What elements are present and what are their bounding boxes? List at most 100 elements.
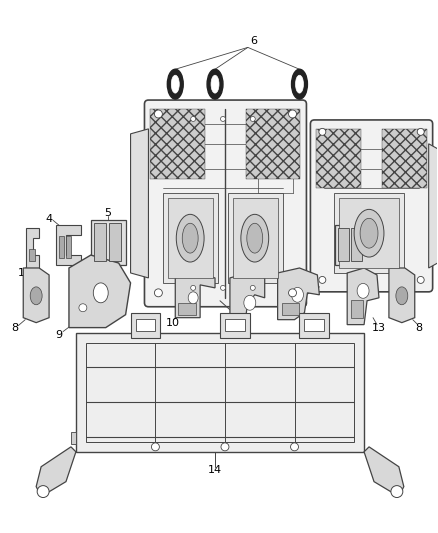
Ellipse shape: [296, 75, 304, 93]
Text: 9: 9: [56, 329, 63, 340]
Ellipse shape: [93, 283, 108, 303]
Polygon shape: [131, 129, 148, 278]
FancyBboxPatch shape: [145, 100, 307, 307]
Text: 10: 10: [166, 318, 180, 328]
Bar: [382, 129, 427, 189]
Ellipse shape: [250, 285, 255, 290]
Ellipse shape: [188, 292, 198, 304]
Ellipse shape: [155, 110, 162, 118]
Ellipse shape: [171, 75, 179, 93]
Text: 6: 6: [250, 36, 257, 46]
Ellipse shape: [354, 209, 384, 257]
Polygon shape: [230, 273, 265, 322]
Ellipse shape: [182, 223, 198, 253]
Ellipse shape: [176, 214, 204, 262]
Polygon shape: [347, 268, 379, 325]
Ellipse shape: [191, 116, 196, 122]
Polygon shape: [71, 432, 76, 444]
Ellipse shape: [191, 285, 196, 290]
Ellipse shape: [207, 69, 223, 99]
Text: 1: 1: [18, 268, 25, 278]
Text: 4: 4: [46, 214, 53, 224]
Ellipse shape: [241, 214, 268, 262]
Bar: [225, 319, 245, 330]
Ellipse shape: [391, 486, 403, 497]
Ellipse shape: [417, 128, 424, 135]
Ellipse shape: [152, 443, 159, 451]
Bar: [168, 198, 213, 278]
Bar: [86, 343, 354, 442]
Ellipse shape: [221, 443, 229, 451]
Polygon shape: [372, 231, 392, 261]
Polygon shape: [69, 255, 131, 328]
Polygon shape: [335, 225, 364, 265]
Ellipse shape: [292, 287, 304, 302]
Text: 14: 14: [208, 465, 222, 475]
Bar: [338, 228, 349, 261]
Polygon shape: [91, 220, 126, 265]
Bar: [300, 313, 329, 337]
Ellipse shape: [30, 287, 42, 305]
Bar: [304, 319, 324, 330]
Polygon shape: [389, 268, 415, 322]
Bar: [246, 109, 300, 179]
Bar: [339, 198, 399, 268]
Bar: [59, 236, 64, 258]
Ellipse shape: [220, 116, 226, 122]
Polygon shape: [26, 228, 39, 268]
Ellipse shape: [250, 116, 255, 122]
Bar: [282, 303, 300, 314]
Polygon shape: [429, 144, 438, 268]
Ellipse shape: [155, 289, 162, 297]
Bar: [109, 223, 120, 261]
Bar: [29, 249, 35, 261]
Ellipse shape: [417, 277, 424, 284]
Text: 5: 5: [342, 211, 349, 221]
Text: 13: 13: [372, 322, 386, 333]
Ellipse shape: [247, 223, 263, 253]
Ellipse shape: [357, 284, 369, 298]
Bar: [334, 193, 404, 273]
Ellipse shape: [211, 75, 219, 93]
Bar: [66, 236, 71, 258]
Polygon shape: [278, 268, 319, 320]
Polygon shape: [76, 333, 364, 452]
Text: 11: 11: [292, 294, 305, 304]
Text: 7: 7: [231, 308, 238, 318]
Bar: [150, 109, 205, 179]
Bar: [351, 300, 363, 318]
Bar: [228, 193, 283, 283]
Ellipse shape: [79, 304, 87, 312]
Ellipse shape: [289, 110, 297, 118]
Text: 8: 8: [12, 322, 19, 333]
Bar: [135, 319, 155, 330]
Ellipse shape: [167, 69, 183, 99]
Polygon shape: [36, 447, 76, 497]
Ellipse shape: [220, 285, 226, 290]
Polygon shape: [56, 225, 81, 265]
Bar: [351, 228, 362, 261]
Polygon shape: [23, 268, 49, 322]
FancyBboxPatch shape: [311, 120, 433, 292]
Bar: [94, 223, 106, 261]
Text: 5: 5: [104, 208, 111, 219]
Ellipse shape: [360, 219, 378, 248]
Ellipse shape: [290, 443, 298, 451]
Bar: [220, 313, 250, 337]
Ellipse shape: [37, 486, 49, 497]
Text: 12: 12: [307, 320, 321, 329]
Ellipse shape: [292, 69, 307, 99]
Text: 8: 8: [415, 322, 422, 333]
Polygon shape: [175, 273, 215, 318]
Ellipse shape: [289, 289, 297, 297]
Bar: [163, 193, 218, 283]
Polygon shape: [364, 447, 404, 497]
Ellipse shape: [319, 128, 326, 135]
Bar: [316, 129, 361, 189]
Ellipse shape: [244, 295, 256, 310]
Ellipse shape: [319, 277, 326, 284]
Bar: [233, 198, 278, 278]
Bar: [131, 313, 160, 337]
Ellipse shape: [396, 287, 408, 305]
Bar: [178, 303, 196, 314]
